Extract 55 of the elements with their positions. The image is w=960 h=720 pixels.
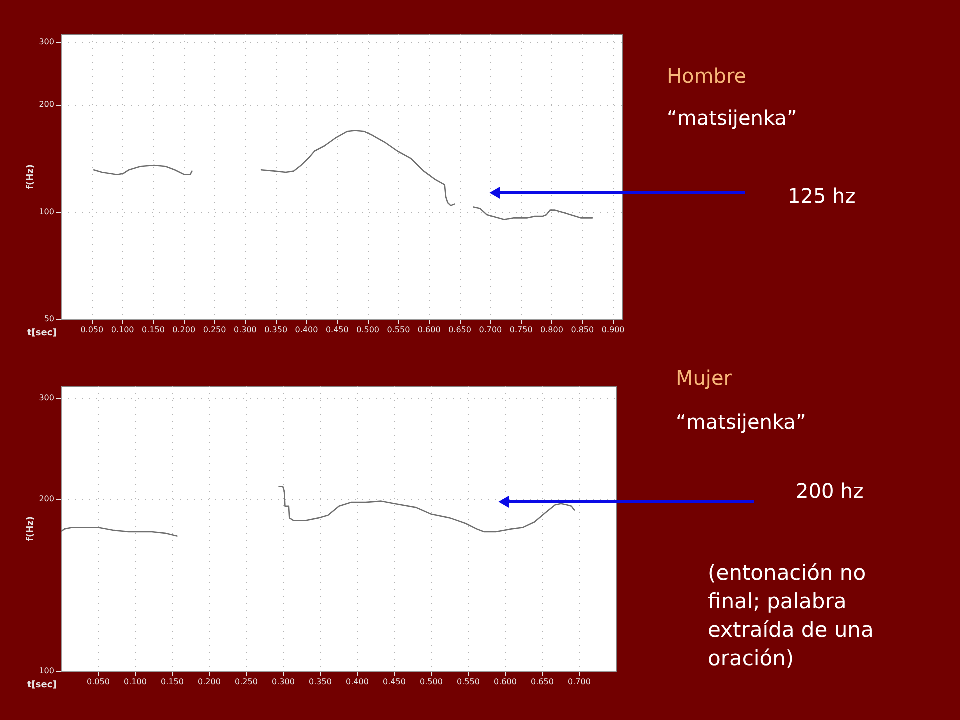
x-tick-label: 0.400 [346, 678, 369, 686]
y-tick-label: 300 [39, 394, 54, 403]
y-axis-title: f(Hz) [26, 516, 36, 542]
x-tick-label: 0.150 [142, 326, 165, 334]
text: (entonación no final; palabra extraída de una oración) [708, 561, 874, 670]
x-tick-label: 0.850 [571, 326, 594, 334]
y-tick-label: 300 [39, 38, 54, 47]
x-tick-label: 0.700 [568, 678, 591, 686]
x-tick-label: 0.750 [510, 326, 533, 334]
x-tick-label: 0.200 [198, 678, 221, 686]
text: 200 hz [796, 479, 864, 503]
x-tick-label: 0.550 [457, 678, 480, 686]
x-tick-label: 0.350 [309, 678, 332, 686]
y-tick-label: 100 [39, 207, 54, 216]
x-tick-label: 0.400 [295, 326, 318, 334]
x-tick-label: 0.050 [80, 326, 104, 334]
text: Mujer [676, 366, 733, 390]
line-series [472, 206, 594, 220]
y-tick-label: 200 [39, 100, 54, 110]
y-axis-title: f(Hz) [26, 164, 36, 190]
x-tick-label: 0.300 [234, 326, 257, 334]
x-tick-label: 0.200 [172, 326, 196, 334]
line-series [260, 130, 456, 206]
x-tick-label: 0.450 [383, 678, 406, 686]
x-tick-label: 0.350 [264, 326, 288, 334]
x-axis-title: t[sec] [28, 328, 57, 338]
x-tick-label: 0.300 [272, 678, 295, 686]
x-tick-label: 0.450 [326, 326, 349, 334]
x-tick-label: 0.250 [235, 678, 258, 686]
x-tick-label: 0.150 [161, 678, 184, 686]
text: Hombre [667, 64, 747, 88]
line-series [278, 486, 576, 533]
x-tick-label: 0.700 [479, 326, 502, 334]
x-tick-label: 0.650 [531, 678, 554, 686]
x-tick-label: 0.500 [420, 678, 443, 686]
x-tick-label: 0.050 [87, 678, 110, 686]
x-axis-title: t[sec] [28, 680, 57, 690]
y-tick-label: 200 [39, 494, 54, 504]
text: 125 hz [788, 184, 856, 208]
x-tick-label: 0.100 [111, 326, 134, 334]
x-tick-label: 0.600 [418, 326, 441, 334]
line-series [93, 164, 193, 176]
x-tick-label: 0.100 [124, 678, 147, 686]
x-tick-label: 0.500 [356, 326, 380, 334]
y-tick-label: 50 [44, 314, 54, 324]
x-tick-label: 0.600 [494, 678, 517, 686]
y-tick-label: 100 [39, 666, 54, 676]
x-tick-label: 0.800 [540, 326, 564, 334]
x-tick-label: 0.250 [203, 326, 226, 334]
text: “matsijenka” [667, 106, 798, 130]
line-series [61, 527, 178, 537]
text: “matsijenka” [676, 410, 806, 434]
x-tick-label: 0.650 [448, 326, 472, 334]
x-tick-label: 0.550 [387, 326, 410, 334]
x-tick-label: 0.900 [602, 326, 625, 334]
